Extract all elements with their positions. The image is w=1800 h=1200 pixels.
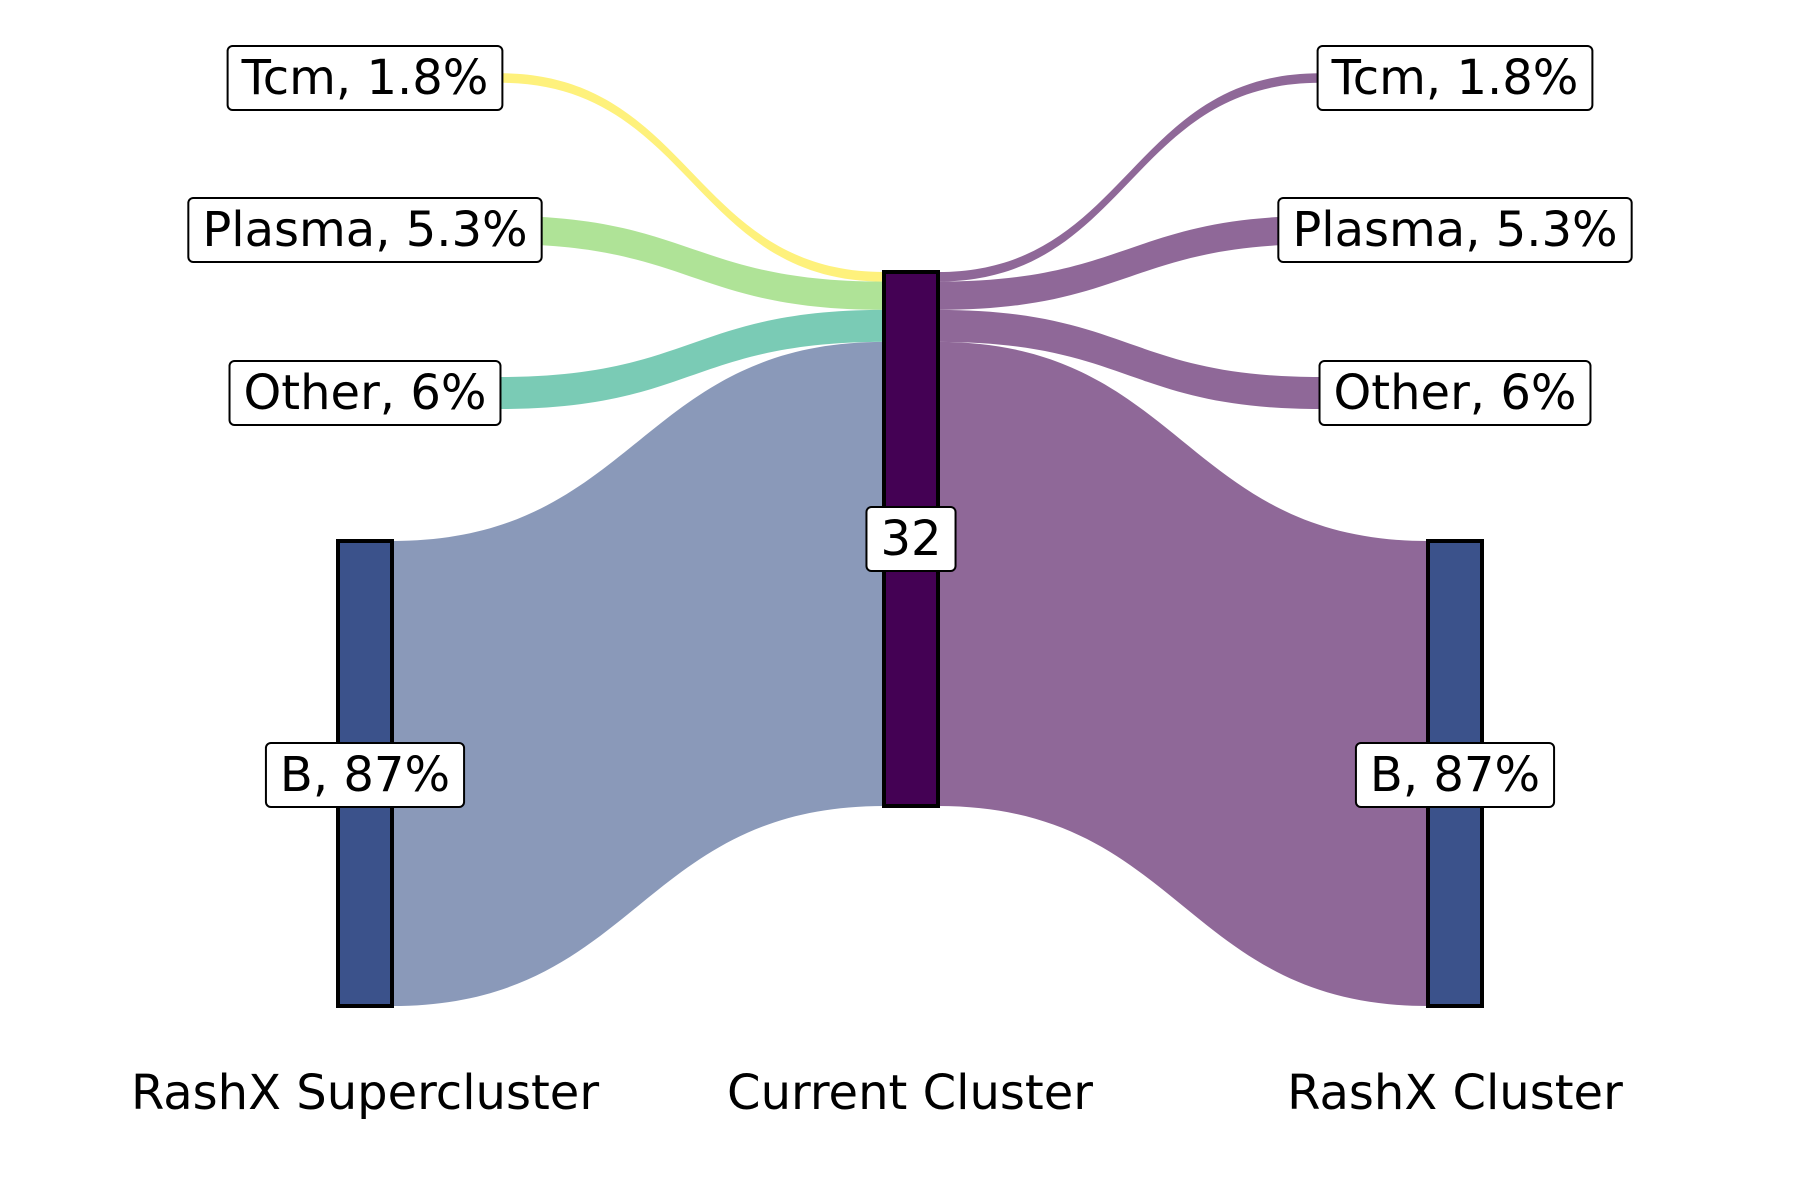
axis-label-right: RashX Cluster	[1287, 1065, 1623, 1121]
label-right-tcm: Tcm, 1.8%	[1316, 45, 1594, 111]
labels-layer: Tcm, 1.8% Plasma, 5.3% Other, 6% B, 87% Tcm,…	[187, 45, 1633, 808]
flow-right-b	[938, 341, 1428, 1006]
label-right-tcm-text: Tcm, 1.8%	[1331, 50, 1579, 106]
label-left-plasma-box	[187, 197, 543, 263]
flow-left-tcm	[500, 73, 884, 282]
axis-label-center: Current Cluster	[727, 1065, 1093, 1121]
label-left-tcm-box	[226, 45, 504, 111]
label-right-b-text: B, 87%	[1370, 747, 1540, 803]
label-right-b-box	[1354, 742, 1556, 808]
label-left-tcm: Tcm, 1.8%	[226, 45, 504, 111]
axis-label-left: RashX Supercluster	[131, 1065, 599, 1121]
label-left-plasma: Plasma, 5.3%	[187, 197, 543, 263]
flow-left-other	[500, 309, 884, 410]
label-right-other-text: Other, 6%	[1334, 365, 1577, 421]
label-right-other: Other, 6%	[1318, 360, 1592, 426]
label-right-b: B, 87%	[1354, 742, 1556, 808]
flow-right-plasma	[938, 215, 1320, 310]
axis-labels-layer: RashX Supercluster Current Cluster RashX…	[131, 1065, 1623, 1121]
label-right-plasma-box	[1277, 197, 1633, 263]
flow-left-b	[392, 341, 884, 1006]
label-left-b-text: B, 87%	[280, 747, 450, 803]
label-left-other: Other, 6%	[228, 360, 502, 426]
label-left-b-box	[264, 742, 466, 808]
flow-right-other	[938, 309, 1320, 410]
label-left-tcm-text: Tcm, 1.8%	[241, 50, 489, 106]
label-center-box	[865, 506, 957, 572]
label-left-plasma-text: Plasma, 5.3%	[202, 202, 527, 258]
flow-left-plasma	[500, 215, 884, 310]
label-left-other-box	[228, 360, 502, 426]
label-left-other-text: Other, 6%	[244, 365, 487, 421]
label-right-plasma-text: Plasma, 5.3%	[1292, 202, 1617, 258]
flows-layer	[392, 73, 1428, 1006]
label-right-plasma: Plasma, 5.3%	[1277, 197, 1633, 263]
label-left-b: B, 87%	[264, 742, 466, 808]
label-right-other-box	[1318, 360, 1592, 426]
label-right-tcm-box	[1316, 45, 1594, 111]
flow-right-tcm	[938, 73, 1320, 282]
label-center-text: 32	[880, 511, 941, 567]
label-center: 32	[865, 506, 957, 572]
